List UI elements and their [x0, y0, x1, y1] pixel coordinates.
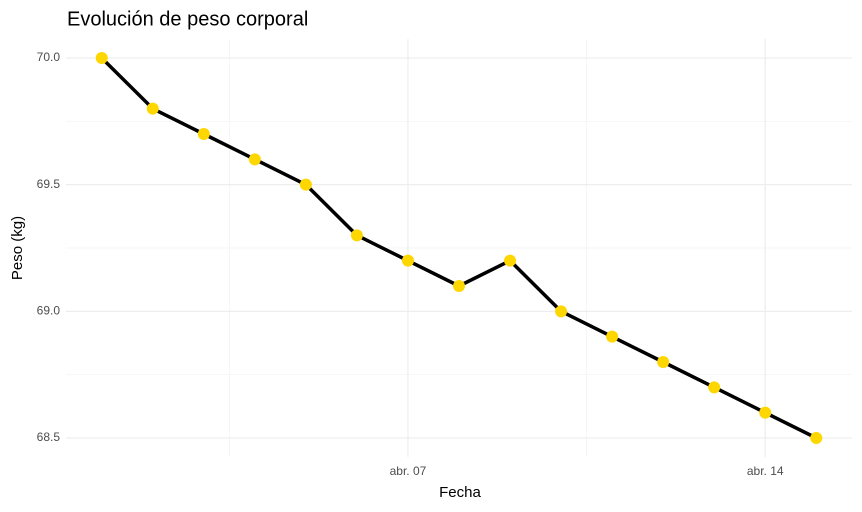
x-tick-label: abr. 14: [747, 464, 784, 478]
point: [248, 153, 261, 166]
point: [453, 280, 465, 292]
point: [197, 128, 210, 140]
point: [606, 330, 619, 343]
point: [146, 102, 159, 115]
point: [759, 406, 772, 419]
point: [350, 229, 363, 242]
point: [657, 356, 670, 368]
y-axis-label: Peso (kg): [9, 216, 26, 280]
point: [708, 381, 721, 394]
point: [810, 432, 823, 444]
y-tick-label: 68.5: [37, 430, 61, 444]
point: [555, 305, 568, 318]
y-tick-label: 69.5: [37, 177, 61, 191]
point: [504, 254, 517, 267]
x-tick-label: abr. 07: [390, 464, 427, 478]
point: [299, 178, 312, 191]
y-tick-label: 70.0: [37, 50, 61, 64]
point: [401, 254, 414, 267]
x-axis-label: Fecha: [439, 484, 481, 501]
point: [95, 52, 108, 64]
y-tick-label: 69.0: [37, 304, 61, 318]
chart-title: Evolución de peso corporal: [67, 8, 308, 30]
